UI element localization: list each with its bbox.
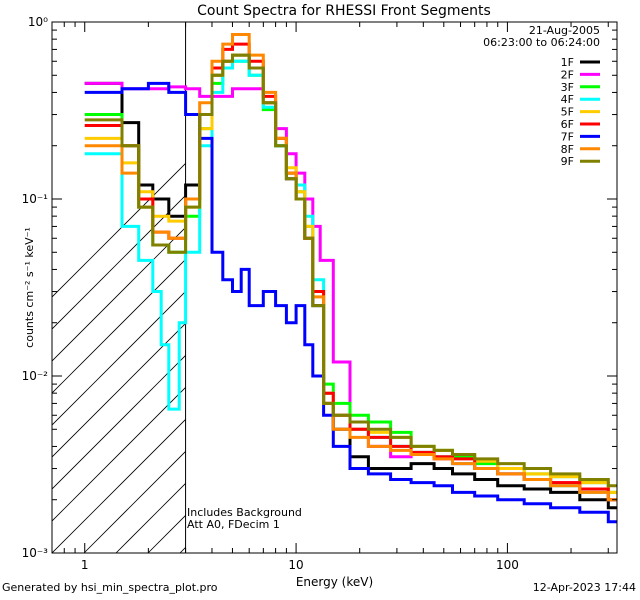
legend-label-6F: 6F <box>561 118 574 131</box>
legend-time-range: 06:23:00 to 06:24:00 <box>483 36 600 49</box>
x-axis-label: Energy (keV) <box>296 575 373 589</box>
x-tick-label: 1 <box>81 558 89 572</box>
y-tick-label: 10⁻¹ <box>22 192 49 206</box>
hatch-line <box>52 258 186 394</box>
legend-label-1F: 1F <box>561 56 574 69</box>
x-tick-label: 100 <box>496 558 519 572</box>
y-tick-label: 10⁻² <box>22 369 49 383</box>
series-line-8F <box>84 33 617 502</box>
series-line-7F <box>84 81 617 524</box>
footer-timestamp: 12-Apr-2023 17:44 <box>532 581 636 594</box>
x-tick-label: 10 <box>288 558 303 572</box>
y-axis-label: counts cm⁻² s⁻¹ keV⁻¹ <box>23 227 36 348</box>
hatched-region <box>52 22 640 553</box>
hatch-line <box>52 354 186 490</box>
legend-label-7F: 7F <box>561 130 574 143</box>
legend-label-5F: 5F <box>561 106 574 119</box>
legend-label-3F: 3F <box>561 81 574 94</box>
hatch-line <box>83 450 186 553</box>
legend-label-8F: 8F <box>561 143 574 156</box>
hatch-line <box>52 322 186 458</box>
y-tick-label: 10⁰ <box>28 15 48 29</box>
y-tick-label: 10⁻³ <box>22 546 49 560</box>
hatch-line <box>628 22 640 553</box>
hatch-line <box>52 226 186 362</box>
legend-label-2F: 2F <box>561 68 574 81</box>
annotation-text: Att A0, FDecim 1 <box>187 518 280 531</box>
chart-title: Count Spectra for RHESSI Front Segments <box>197 3 491 19</box>
hatch-line <box>52 194 186 330</box>
hatch-line <box>52 386 186 522</box>
legend-label-4F: 4F <box>561 93 574 106</box>
series-line-9F <box>84 53 617 488</box>
legend-label-9F: 9F <box>561 155 574 168</box>
hatch-line <box>596 22 640 553</box>
legend-date: 21-Aug-2005 <box>529 24 600 37</box>
footer-generator-text: Generated by hsi_min_spectra_plot.pro <box>2 581 218 594</box>
hatch-line <box>52 418 186 553</box>
annotation-text: Includes Background <box>187 506 302 519</box>
hatch-line <box>52 162 186 298</box>
plot-frame <box>51 21 618 554</box>
